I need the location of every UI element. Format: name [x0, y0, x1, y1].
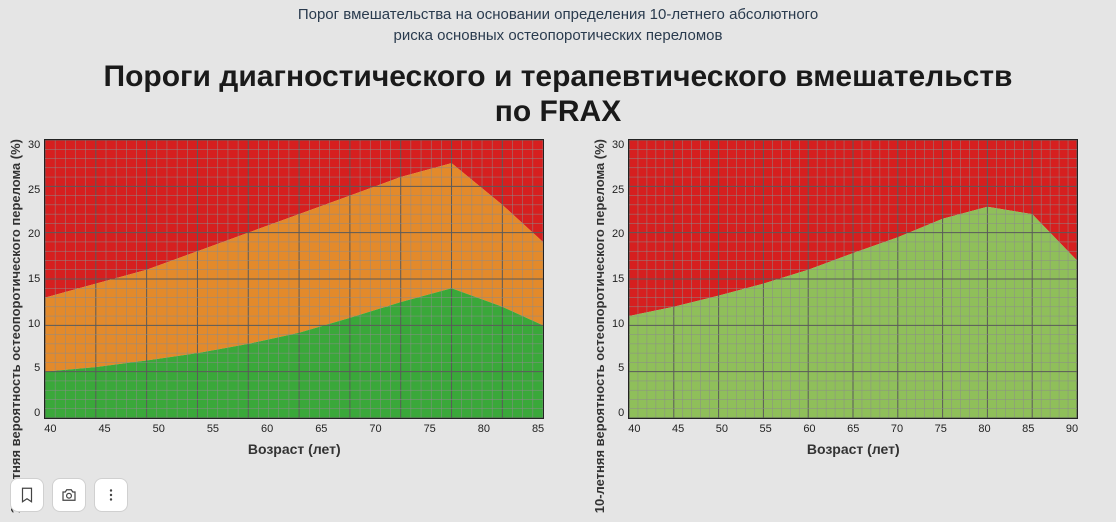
chart-b-ylabel: 10-летняя вероятность остеопоротического… [590, 139, 612, 513]
chart-a-yaxis: 30 25 20 15 10 5 0 [28, 139, 44, 419]
main-title-line-2: по FRAX [0, 95, 1116, 130]
chart-b-ytick: 20 [612, 228, 624, 240]
chart-a-xtick: 85 [532, 423, 544, 435]
chart-a-ytick: 30 [28, 139, 40, 151]
chart-a-xtick: 70 [369, 423, 381, 435]
chart-a-ytick: 10 [28, 318, 40, 330]
chart-a-ytick: 25 [28, 184, 40, 196]
chart-a-ytick: 0 [34, 407, 40, 419]
chart-b-panel: 10-летняя вероятность остеопоротического… [590, 139, 1110, 513]
caption-line-2: риска основных остеопоротических перелом… [0, 25, 1116, 46]
main-title: Пороги диагностического и терапевтическо… [0, 60, 1116, 129]
main-title-line-1: Пороги диагностического и терапевтическо… [0, 60, 1116, 95]
chart-a-xlabel: Возраст (лет) [44, 441, 544, 457]
toolbar [10, 478, 128, 512]
chart-b-xlabel: Возраст (лет) [628, 441, 1078, 457]
chart-a-xtick: 45 [98, 423, 110, 435]
charts-row: 10-летняя вероятность остеопоротического… [0, 139, 1116, 513]
chart-a-xtick: 55 [207, 423, 219, 435]
chart-a-panel: 10-летняя вероятность остеопоротического… [6, 139, 582, 513]
chart-a-ytick: 5 [34, 362, 40, 374]
chart-a-ytick: 20 [28, 228, 40, 240]
more-vertical-icon [102, 486, 120, 504]
chart-a-xtick: 75 [424, 423, 436, 435]
chart-b-xtick: 85 [1022, 423, 1034, 435]
chart-b-ytick: 30 [612, 139, 624, 151]
chart-a-xtick: 60 [261, 423, 273, 435]
chart-a-xaxis: 40 45 50 55 60 65 70 75 80 85 [44, 419, 544, 435]
chart-b-xtick: 50 [716, 423, 728, 435]
chart-b-xtick: 65 [847, 423, 859, 435]
screenshot-button[interactable] [52, 478, 86, 512]
chart-b-ytick: 15 [612, 273, 624, 285]
chart-a-xtick: 50 [153, 423, 165, 435]
chart-a-xtick: 80 [478, 423, 490, 435]
chart-a-xtick: 65 [315, 423, 327, 435]
chart-b-ytick: 5 [618, 362, 624, 374]
chart-b-ytick: 10 [612, 318, 624, 330]
chart-b-xtick: 80 [978, 423, 990, 435]
caption-line-1: Порог вмешательства на основании определ… [0, 4, 1116, 25]
chart-a-xtick: 40 [44, 423, 56, 435]
chart-b-xtick: 70 [891, 423, 903, 435]
chart-a-ytick: 15 [28, 273, 40, 285]
chart-b-xtick: 45 [672, 423, 684, 435]
bookmark-icon [18, 486, 36, 504]
chart-b-xaxis: 40 45 50 55 60 65 70 75 80 85 90 [628, 419, 1078, 435]
chart-b-xtick: 60 [803, 423, 815, 435]
chart-b-yaxis: 30 25 20 15 10 5 0 [612, 139, 628, 419]
chart-b-xtick: 75 [935, 423, 947, 435]
chart-b-xtick: 90 [1066, 423, 1078, 435]
chart-b-ytick: 0 [618, 407, 624, 419]
chart-b-plot [628, 139, 1078, 419]
chart-a-ylabel: 10-летняя вероятность остеопоротического… [6, 139, 28, 513]
chart-b-xtick: 40 [628, 423, 640, 435]
chart-b-ytick: 25 [612, 184, 624, 196]
more-button[interactable] [94, 478, 128, 512]
chart-b-xtick: 55 [760, 423, 772, 435]
camera-icon [60, 486, 78, 504]
chart-a-plot [44, 139, 544, 419]
bookmark-button[interactable] [10, 478, 44, 512]
figure-caption: Порог вмешательства на основании определ… [0, 0, 1116, 46]
